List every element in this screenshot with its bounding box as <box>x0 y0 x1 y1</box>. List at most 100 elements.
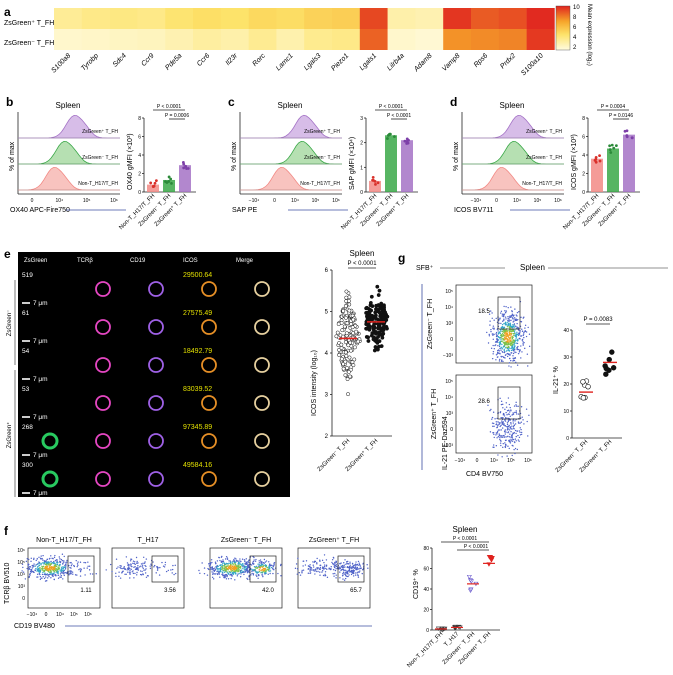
flow-event <box>506 325 509 328</box>
flow-event <box>42 566 44 568</box>
flow-event <box>203 572 206 575</box>
hist-series-label: ZsGreen⁺ T_FH <box>304 129 340 135</box>
flow-event <box>59 573 62 575</box>
data-point <box>368 300 373 305</box>
flow-event <box>519 427 521 429</box>
colorbar-tick: 2 <box>573 45 577 51</box>
flow-event <box>54 569 56 571</box>
flow-event <box>348 574 350 576</box>
flow-event <box>487 404 489 407</box>
data-point <box>339 342 344 347</box>
flow-event <box>510 306 512 308</box>
flow-event <box>503 415 506 417</box>
flow-event <box>494 418 496 420</box>
flow-event <box>69 562 71 564</box>
flow-event <box>501 420 503 422</box>
flow-event <box>269 563 271 565</box>
flow-event <box>504 436 506 438</box>
data-point <box>376 344 381 349</box>
flow-event <box>323 561 325 564</box>
flow-event <box>332 568 335 571</box>
flow-event <box>492 338 494 340</box>
flow-event <box>37 573 39 576</box>
flow-event <box>321 559 324 562</box>
flow-event <box>519 422 521 424</box>
panel-c-letter: c <box>228 95 235 109</box>
flow-event <box>510 327 512 329</box>
flow-event <box>499 438 501 441</box>
flow-event <box>244 570 246 572</box>
flow-event <box>338 566 340 568</box>
colorbar-tick: 4 <box>573 35 577 41</box>
cell-ring <box>201 281 217 297</box>
flow-event <box>234 579 236 581</box>
flow-event <box>302 565 304 567</box>
flow-event <box>75 559 77 562</box>
flow-event <box>227 572 229 575</box>
microscopy-column-header: ICOS <box>183 258 198 264</box>
flow-event <box>525 331 528 333</box>
flow-event <box>515 335 517 337</box>
scatter-y-tick: 4 <box>325 351 329 357</box>
flow-event <box>354 566 357 568</box>
flow-event <box>344 577 347 580</box>
flow-event <box>22 571 25 573</box>
flow-event <box>350 567 353 569</box>
data-point <box>374 182 377 186</box>
flow-event <box>499 425 501 428</box>
flow-event <box>242 563 244 565</box>
flow-event <box>513 326 515 328</box>
flow-event <box>227 564 229 566</box>
bar <box>607 148 619 192</box>
scale-bar-label: 7 μm <box>33 300 48 307</box>
flow-event <box>256 566 258 569</box>
flow-event <box>222 570 224 572</box>
flow-event <box>525 335 528 338</box>
flow-event <box>500 338 502 340</box>
flow-event <box>105 569 107 571</box>
flow-event <box>63 555 65 558</box>
flow-event <box>508 354 511 356</box>
flow-event <box>522 333 525 335</box>
hist-x-tick: 10⁶ <box>554 198 562 204</box>
flow-event <box>145 558 148 560</box>
flow-event <box>33 558 35 561</box>
flow-event <box>129 577 131 579</box>
flow-event <box>46 558 48 561</box>
flow-event <box>501 427 504 429</box>
flow-event <box>141 566 144 568</box>
flow-event <box>516 342 519 345</box>
data-point <box>380 303 385 308</box>
flow-event <box>513 431 516 434</box>
cell-ring <box>41 470 59 488</box>
flow-event <box>35 564 37 566</box>
flow-event <box>509 419 512 421</box>
flow-event <box>44 580 47 582</box>
flow-event <box>499 352 501 355</box>
flow-event <box>509 322 511 324</box>
flow-event <box>491 357 494 360</box>
flow-event <box>158 574 161 576</box>
flow-event <box>40 558 42 560</box>
flow-event <box>499 347 501 350</box>
flow-event <box>513 357 516 360</box>
flow-event <box>111 570 113 573</box>
flow-event <box>150 563 152 565</box>
panel-d-letter: d <box>450 95 457 109</box>
flow-event <box>52 566 54 568</box>
flow-y-tick: 10³ <box>446 321 454 327</box>
flow-event <box>51 568 53 570</box>
flow-event <box>301 571 303 573</box>
gate-percentage: 42.0 <box>262 588 274 594</box>
flow-event <box>351 566 353 568</box>
flow-event <box>501 350 504 353</box>
flow-event <box>500 336 502 339</box>
flow-event <box>504 339 506 341</box>
data-point <box>340 328 345 333</box>
flow-event <box>519 431 521 434</box>
data-point <box>345 321 350 326</box>
flow-event <box>246 577 248 580</box>
heatmap-gene-label: Adam8 <box>412 52 433 73</box>
flow-event <box>173 573 175 576</box>
